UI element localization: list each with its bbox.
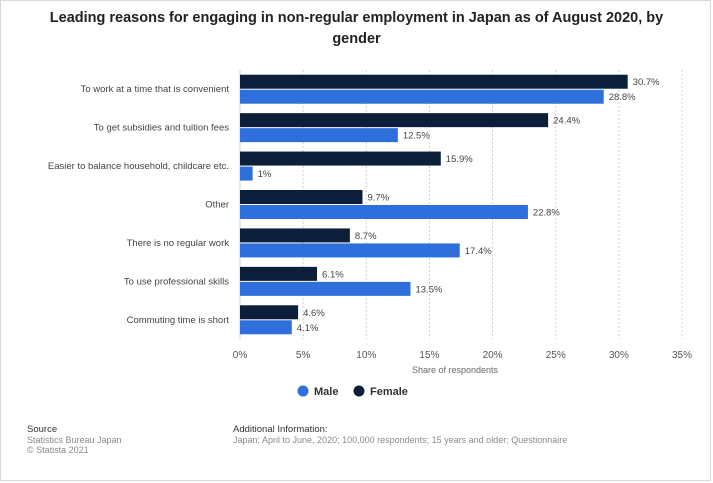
bar-male	[240, 128, 398, 143]
legend-label-female: Female	[370, 386, 408, 398]
category-label: To use professional skills	[124, 276, 229, 287]
x-tick-label: 35%	[672, 350, 692, 361]
x-tick-label: 10%	[356, 350, 376, 361]
legend-marker-male	[297, 385, 309, 397]
legend-label-male: Male	[314, 386, 338, 398]
bar-male	[240, 89, 604, 104]
category-label: To get subsidies and tuition fees	[94, 123, 229, 134]
data-label-female: 15.9%	[446, 154, 473, 165]
x-tick-label: 15%	[419, 350, 439, 361]
bar-female	[240, 113, 549, 128]
bar-female	[240, 228, 350, 243]
data-label-female: 6.1%	[322, 269, 344, 280]
data-label-female: 24.4%	[553, 116, 580, 127]
bar-female	[240, 74, 628, 89]
bar-male	[240, 320, 292, 335]
data-label-female: 4.6%	[303, 308, 325, 319]
additional-info-text: Japan; April to June, 2020; 100,000 resp…	[233, 435, 568, 445]
bar-male	[240, 205, 528, 219]
bar-male	[240, 166, 253, 181]
category-label: Other	[205, 200, 229, 211]
category-label: Commuting time is short	[127, 315, 230, 326]
x-tick-label: 0%	[233, 350, 248, 361]
data-label-male: 13.5%	[415, 284, 442, 295]
data-label-female: 30.7%	[633, 77, 660, 88]
data-label-male: 4.1%	[297, 323, 319, 334]
data-label-male: 28.8%	[609, 92, 636, 103]
bar-female	[240, 305, 299, 320]
legend-marker-female	[353, 385, 365, 397]
x-tick-label: 20%	[483, 350, 503, 361]
bar-male	[240, 243, 460, 258]
copyright-line[interactable]: © Statista 2021	[27, 445, 89, 455]
data-label-male: 22.8%	[533, 208, 560, 219]
data-label-male: 12.5%	[403, 131, 430, 142]
x-tick-label: 25%	[546, 350, 566, 361]
category-label: To work at a time that is convenient	[81, 84, 230, 95]
source-line[interactable]: Statistics Bureau Japan	[27, 435, 122, 445]
x-axis-title: Share of respondents	[412, 365, 499, 375]
bar-male	[240, 281, 411, 296]
data-label-female: 8.7%	[355, 231, 377, 242]
category-label: Easier to balance household, childcare e…	[48, 161, 229, 172]
category-label: There is no regular work	[127, 238, 230, 249]
x-tick-label: 30%	[609, 350, 629, 361]
additional-info-heading: Additional Information:	[233, 424, 328, 435]
data-label-male: 1%	[258, 169, 272, 180]
x-tick-label: 5%	[296, 350, 311, 361]
source-block: Source Statistics Bureau Japan © Statist…	[27, 424, 122, 456]
additional-info-block: Additional Information: Japan; April to …	[233, 424, 568, 446]
bar-female	[240, 190, 363, 204]
source-heading: Source	[27, 424, 58, 435]
bar-female	[240, 151, 441, 166]
data-label-female: 9.7%	[367, 193, 389, 204]
bar-female	[240, 266, 318, 281]
chart-title: Leading reasons for engaging in non-regu…	[49, 10, 664, 47]
data-label-male: 17.4%	[465, 246, 492, 257]
